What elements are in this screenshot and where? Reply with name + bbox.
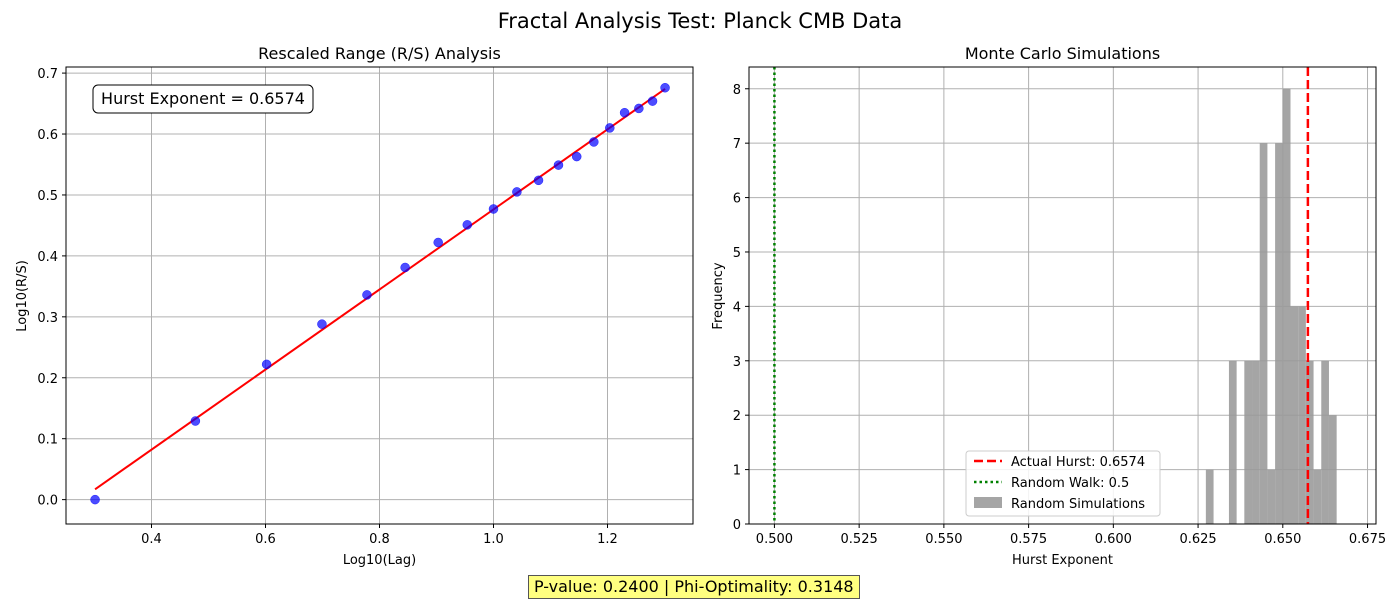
histogram-bar [1290,306,1299,524]
rs-data-point [589,137,599,147]
mc-y-tick-label: 6 [733,192,741,207]
footer-stats-box: P-value: 0.2400 | Phi-Optimality: 0.3148 [528,575,860,599]
rs-data-point [261,359,272,370]
histogram-bar [1228,360,1237,524]
mc-histogram-bars [1205,88,1337,524]
rs-data-point [400,262,410,273]
mc-x-tick-label: 0.550 [925,532,962,547]
mc-x-tick-label: 0.675 [1349,532,1386,547]
legend-random-simulations-label: Random Simulations [1011,497,1145,512]
mc-y-ticks: 0 1 2 3 4 5 6 7 8 [733,83,749,533]
rs-data-point [571,151,582,162]
rs-y-tick-label: 0.1 [37,433,58,448]
mc-title: Monte Carlo Simulations [965,44,1160,63]
mc-x-tick-label: 0.650 [1264,532,1301,547]
legend-actual-hurst-label: Actual Hurst: 0.6574 [1011,455,1145,470]
legend-random-simulations-swatch [974,497,1002,508]
mc-y-axis-label: Frequency [711,262,726,329]
rs-data-point [90,494,100,505]
mc-legend-box [965,450,1161,517]
histogram-bar [1267,469,1276,524]
mc-y-tick-label: 3 [733,355,741,370]
histogram-bar [1282,88,1291,524]
histogram-bar [1275,143,1283,524]
rs-x-tick-label: 1.0 [483,532,504,547]
rs-data-point [190,416,201,426]
rs-data-point [647,96,658,106]
rs-data-point [634,103,644,114]
rs-data-point [362,290,372,300]
histogram-bar [1313,469,1322,524]
mc-x-tick-label: 0.500 [756,532,793,547]
rs-fit-line [94,88,666,491]
rs-y-tick-label: 0.4 [37,250,58,265]
rs-y-tick-label: 0.3 [37,311,58,326]
hurst-annotation-text: Hurst Exponent = 0.6574 [101,89,305,108]
histogram-bar [1252,360,1260,524]
rs-y-tick-label: 0.0 [37,494,58,509]
mc-legend: Actual Hurst: 0.6574 Random Walk: 0.5 Ra… [965,450,1161,517]
mc-x-axis-label: Hurst Exponent [1012,553,1113,568]
legend-random-walk-label: Random Walk: 0.5 [1011,476,1129,491]
mc-y-tick-label: 4 [733,300,741,315]
rs-data-point [605,123,615,133]
mc-y-tick-label: 7 [733,137,741,152]
histogram-bar [1321,360,1329,524]
histogram-bar [1305,360,1314,524]
mc-x-tick-label: 0.625 [1179,532,1216,547]
hurst-annotation: Hurst Exponent = 0.6574 [92,84,314,114]
rs-y-tick-label: 0.2 [37,372,58,387]
rs-y-axis-label: Log10(R/S) [15,260,30,332]
rs-data-point [488,204,499,214]
histogram-bar [1244,360,1253,524]
rs-data-point [317,319,327,329]
histogram-bar [1298,306,1306,524]
mc-y-tick-label: 5 [733,246,741,261]
mc-y-tick-label: 8 [733,83,741,98]
mc-y-tick-label: 0 [733,518,741,533]
mc-x-tick-label: 0.525 [841,532,878,547]
rs-y-tick-label: 0.5 [37,189,58,204]
rs-data-point [660,82,670,93]
rs-x-tick-label: 0.6 [255,532,276,547]
histogram-bar [1205,469,1214,524]
rs-analysis-panel: 0.4 0.6 0.8 1.0 1.2 0.0 0.1 0.2 0.3 0.4 0.5 0.6 0.7… [15,44,694,568]
histogram-bar [1328,415,1337,524]
rs-data-point [512,187,522,197]
rs-data-point [433,237,443,248]
rs-x-tick-label: 0.4 [141,532,162,547]
mc-y-tick-label: 1 [733,464,741,479]
rs-data-point [462,220,473,230]
monte-carlo-panel: 0.500 0.525 0.550 0.575 0.600 0.625 0.650 0.675… [711,44,1386,568]
figure-suptitle: Fractal Analysis Test: Planck CMB Data [498,9,903,33]
mc-y-tick-label: 2 [733,409,741,424]
rs-data-point [533,175,544,186]
rs-title: Rescaled Range (R/S) Analysis [258,44,501,63]
histogram-bar [1259,143,1268,524]
rs-data-point [553,160,564,170]
rs-y-tick-label: 0.7 [37,67,58,82]
rs-x-ticks: 0.4 0.6 0.8 1.0 1.2 [141,524,618,547]
rs-data-points [90,82,670,505]
rs-x-axis-label: Log10(Lag) [343,553,416,568]
rs-y-tick-label: 0.6 [37,128,58,143]
mc-x-ticks: 0.500 0.525 0.550 0.575 0.600 0.625 0.650 0.675 [756,524,1386,547]
hurst-annotation-box [92,84,314,114]
rs-grid [66,67,693,524]
mc-x-tick-label: 0.575 [1010,532,1047,547]
mc-plot-frame [748,66,1377,525]
rs-x-tick-label: 1.2 [597,532,618,547]
mc-x-tick-label: 0.600 [1095,532,1132,547]
rs-y-ticks: 0.0 0.1 0.2 0.3 0.4 0.5 0.6 0.7 [37,67,66,509]
rs-x-tick-label: 0.8 [369,532,390,547]
rs-data-point [619,107,630,118]
